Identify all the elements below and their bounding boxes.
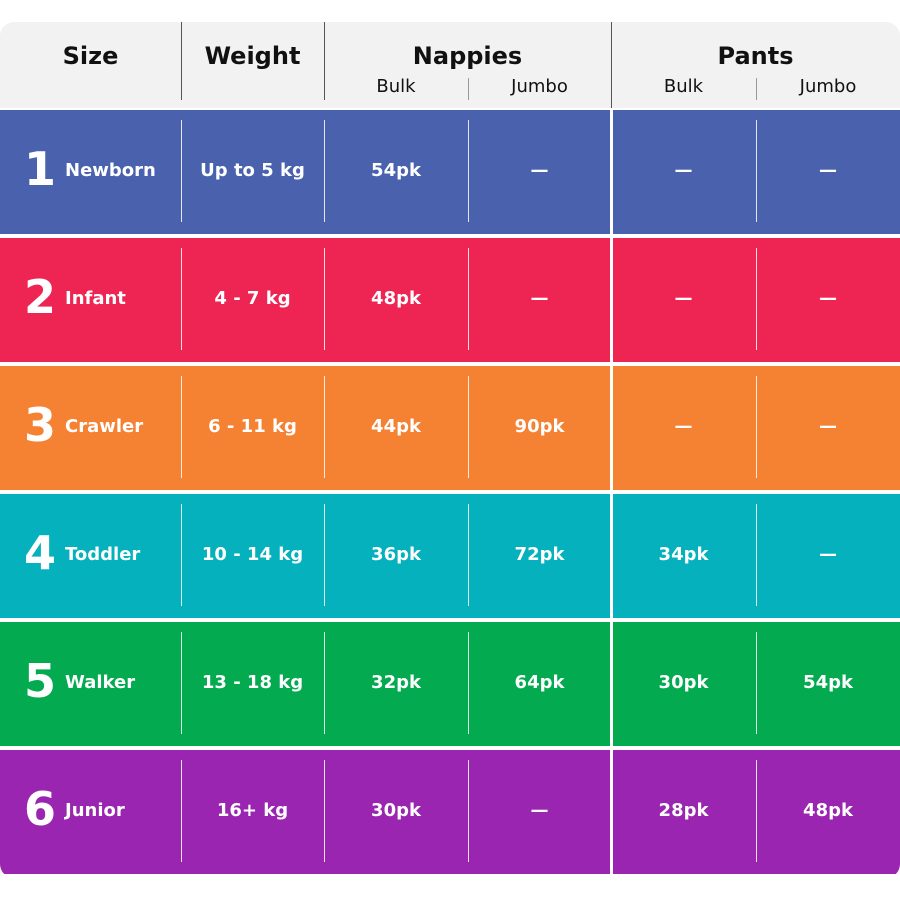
divider (468, 248, 469, 350)
pack-size: — (819, 544, 837, 565)
subheader: Jumbo (511, 76, 568, 97)
size-name: Crawler (65, 416, 144, 437)
size-number: 1 (23, 142, 56, 196)
divider (181, 504, 182, 606)
pack-size: — (530, 800, 549, 821)
table-row: 6 Junior 16+ kg 30pk — 28pk 48pk (0, 750, 900, 874)
divider (610, 238, 613, 362)
size-number: 6 (23, 782, 56, 836)
subheader: Jumbo (799, 76, 857, 97)
header-size: Size (62, 42, 119, 70)
weight: 10 - 14 kg (201, 544, 304, 565)
pack-size: — (819, 416, 837, 437)
divider (610, 750, 613, 874)
divider (468, 504, 469, 606)
pack-size: 48pk (371, 288, 421, 309)
divider (756, 120, 757, 222)
weight: 4 - 7 kg (214, 288, 291, 309)
pack-size: — (530, 160, 549, 181)
pack-size: 34pk (658, 544, 709, 565)
divider (610, 366, 613, 490)
pack-size: 54pk (803, 672, 853, 693)
table-row: 2 Infant 4 - 7 kg 48pk — — — (0, 238, 900, 362)
divider (181, 120, 182, 222)
weight: 16+ kg (216, 800, 289, 821)
pack-size: — (819, 160, 837, 181)
table-row: 5 Walker 13 - 18 kg 32pk 64pk 30pk 54pk (0, 622, 900, 746)
pack-size: 48pk (803, 800, 853, 821)
divider (756, 78, 757, 100)
divider (468, 376, 469, 478)
divider (181, 376, 182, 478)
divider (756, 632, 757, 734)
pack-size: 30pk (658, 672, 709, 693)
divider (611, 22, 612, 108)
pack-size: — (674, 160, 693, 181)
divider (756, 760, 757, 862)
pack-size: 72pk (514, 544, 565, 565)
pack-size: 54pk (371, 160, 421, 181)
divider (468, 78, 469, 100)
pack-size: 44pk (371, 416, 421, 437)
header-nappies: Nappies (412, 42, 523, 70)
table-row: 1 Newborn Up to 5 kg 54pk — — — (0, 110, 900, 234)
size-table: Size Weight Nappies Pants Bulk Jumbo Bul… (0, 22, 900, 878)
divider (468, 760, 469, 862)
table-row: 3 Crawler 6 - 11 kg 44pk 90pk — — (0, 366, 900, 490)
pack-size: — (674, 416, 693, 437)
divider (181, 760, 182, 862)
pack-size: 30pk (371, 800, 421, 821)
size-number: 2 (23, 270, 56, 324)
divider (324, 248, 325, 350)
divider (324, 504, 325, 606)
pack-size: 64pk (514, 672, 565, 693)
size-name: Infant (65, 288, 126, 309)
divider (181, 248, 182, 350)
divider (610, 110, 613, 234)
size-number: 5 (23, 654, 56, 708)
size-name: Newborn (65, 160, 156, 181)
pack-size: — (530, 288, 549, 309)
weight: 6 - 11 kg (208, 416, 297, 437)
pack-size: 90pk (514, 416, 565, 437)
table-row: 4 Toddler 10 - 14 kg 36pk 72pk 34pk — (0, 494, 900, 618)
pack-size: 36pk (371, 544, 421, 565)
divider (324, 376, 325, 478)
divider (324, 120, 325, 222)
header-pants: Pants (717, 42, 794, 70)
size-name: Toddler (65, 544, 141, 565)
subheader: Bulk (376, 76, 416, 97)
weight: 13 - 18 kg (201, 672, 304, 693)
header-weight: Weight (204, 42, 301, 70)
size-number: 3 (23, 398, 56, 452)
divider (181, 22, 182, 100)
table-header: Size Weight Nappies Pants Bulk Jumbo Bul… (0, 22, 900, 108)
divider (756, 248, 757, 350)
size-name: Walker (65, 672, 136, 693)
divider (324, 22, 325, 100)
subheader: Bulk (663, 76, 704, 97)
divider (610, 494, 613, 618)
divider (610, 622, 613, 746)
size-name: Junior (65, 800, 125, 821)
divider (756, 504, 757, 606)
divider (324, 760, 325, 862)
pack-size: 28pk (658, 800, 709, 821)
divider (756, 376, 757, 478)
size-number: 4 (23, 526, 56, 580)
weight: Up to 5 kg (200, 160, 305, 181)
divider (324, 632, 325, 734)
pack-size: — (819, 288, 837, 309)
divider (468, 120, 469, 222)
divider (181, 632, 182, 734)
divider (468, 632, 469, 734)
pack-size: 32pk (371, 672, 421, 693)
pack-size: — (674, 288, 693, 309)
